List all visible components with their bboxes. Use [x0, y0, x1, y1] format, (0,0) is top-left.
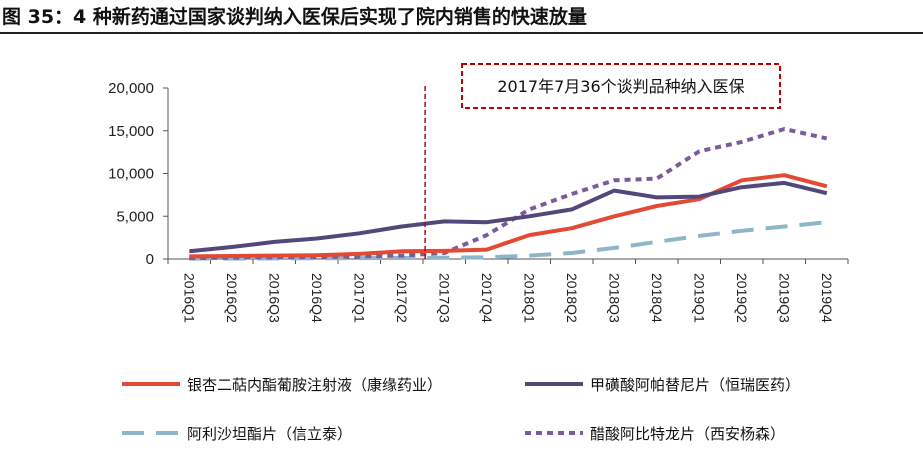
title-divider: [0, 32, 923, 34]
x-tick-label: 2017Q1: [351, 273, 367, 323]
series-line-1: [189, 180, 828, 254]
figure-title: 图 35：4 种新药通过国家谈判纳入医保后实现了院内销售的快速放量: [2, 6, 587, 28]
legend-label-0: 银杏二萜内酯葡胺注射液（康缘药业）: [187, 376, 442, 394]
legend-label-3: 醋酸阿比特龙片（西安杨森）: [590, 425, 785, 443]
annotation-text: 2017年7月36个谈判品种纳入医保: [497, 77, 744, 96]
x-tick-label: 2017Q3: [436, 273, 452, 323]
annotation-layer: 2017年7月36个谈判品种纳入医保: [424, 63, 781, 259]
series-line-0: [189, 173, 828, 259]
x-tick-label: 2018Q3: [606, 273, 622, 323]
legend-label-1: 甲磺酸阿帕替尼片（恒瑞医药）: [590, 376, 800, 394]
y-tick-label: 5,000: [116, 208, 154, 225]
x-tick-label: 2019Q1: [691, 273, 707, 323]
y-tick-label: 0: [146, 251, 154, 268]
x-tick-label: 2016Q1: [181, 273, 197, 323]
annotation-box: [461, 63, 781, 109]
y-tick-label: 20,000: [108, 80, 154, 97]
x-tick-label: 2019Q3: [776, 273, 792, 323]
x-tick-label: 2016Q3: [266, 273, 282, 323]
x-tick-label: 2016Q4: [309, 273, 325, 323]
x-tick-label: 2017Q2: [394, 273, 410, 323]
y-tick-label: 15,000: [108, 123, 154, 140]
series-line-2: [189, 220, 828, 261]
series-line-3: [189, 127, 828, 261]
x-tick-label: 2016Q2: [224, 273, 240, 323]
y-tick-label: 10,000: [108, 166, 154, 183]
x-tick-label: 2019Q2: [734, 273, 750, 323]
legend-label-2: 阿利沙坦酯片（信立泰）: [187, 425, 352, 443]
x-tick-label: 2018Q4: [649, 273, 665, 323]
chart-axes: 0 5,000 10,000 15,000 20,000 2016Q1 2016Q2 2016…: [108, 80, 849, 323]
x-tick-label: 2019Q4: [819, 273, 835, 323]
legend: 银杏二萜内酯葡胺注射液（康缘药业） 甲磺酸阿帕替尼片（恒瑞医药） 阿利沙坦酯片（信立…: [122, 376, 800, 443]
x-tick-label: 2017Q4: [479, 273, 495, 323]
x-tick-label: 2018Q1: [521, 273, 537, 323]
series-layer: [189, 127, 828, 261]
x-tick-label: 2018Q2: [564, 273, 580, 323]
